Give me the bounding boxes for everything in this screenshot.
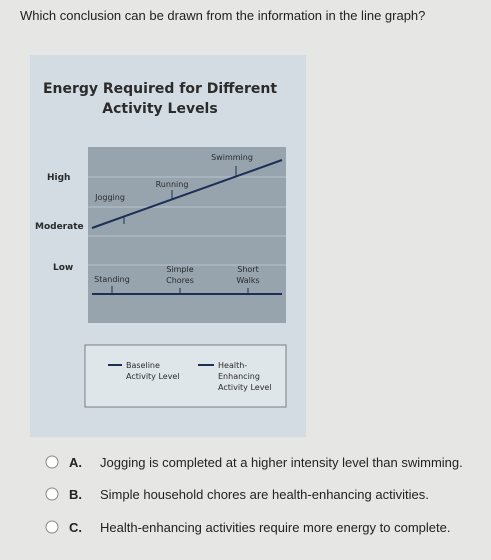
- graph-title: Energy Required for Different: [43, 81, 277, 97]
- option[interactable]: B. Simple household chores are health-en…: [45, 487, 429, 502]
- activity-label: Jogging: [94, 193, 125, 202]
- option[interactable]: A. Jogging is completed at a higher inte…: [45, 455, 463, 470]
- level-label: Low: [53, 263, 73, 273]
- activity-label: Short: [237, 265, 258, 274]
- level-label: Moderate: [35, 222, 84, 232]
- activity-label: Simple: [166, 265, 193, 274]
- legend-label: Activity Level: [126, 372, 180, 381]
- activity-label: Swimming: [211, 153, 253, 162]
- graph-title: Activity Levels: [102, 101, 217, 117]
- option-text: Jogging is completed at a higher intensi…: [100, 455, 463, 470]
- grid: [88, 176, 286, 266]
- radio[interactable]: [45, 455, 59, 469]
- question: Which conclusion can be drawn from the i…: [20, 8, 425, 23]
- legend: [84, 344, 287, 408]
- option-text: Health-enhancing activities require more…: [100, 520, 450, 535]
- radio[interactable]: [45, 487, 59, 501]
- legend-label: Activity Level: [218, 383, 272, 392]
- option-text: Simple household chores are health-enhan…: [100, 487, 429, 502]
- option-letter: C.: [69, 520, 82, 535]
- activity-ticks: [111, 166, 249, 294]
- radio[interactable]: [45, 520, 59, 534]
- activity-label: Walks: [236, 276, 259, 285]
- option[interactable]: C. Health-enhancing activities require m…: [45, 520, 450, 535]
- legend-label: Health-: [218, 361, 247, 370]
- activity-label: Chores: [166, 276, 194, 285]
- activity-label: Running: [156, 180, 189, 189]
- option-letter: B.: [69, 487, 82, 502]
- legend-label: Enhancing: [218, 372, 260, 381]
- option-letter: A.: [69, 455, 82, 470]
- plot-area: [88, 147, 286, 323]
- activity-label: Standing: [94, 275, 130, 284]
- legend-label: Baseline: [126, 361, 160, 370]
- level-label: High: [47, 173, 70, 183]
